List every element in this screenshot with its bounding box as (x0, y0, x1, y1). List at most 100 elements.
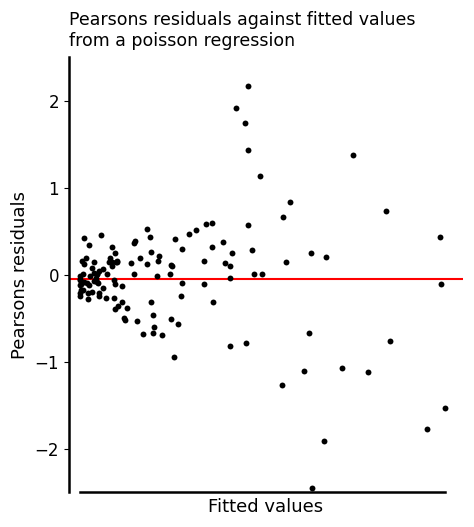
Point (143, 260, 151, 268)
Point (114, 302, 122, 310)
Point (241, 119, 249, 128)
Point (120, 314, 128, 323)
Point (88, 264, 96, 272)
Point (210, 298, 217, 307)
Point (84, 295, 92, 303)
Point (170, 353, 177, 361)
Point (118, 297, 126, 306)
Point (80, 259, 88, 268)
Point (81, 277, 88, 286)
Point (94, 270, 101, 278)
Point (76, 289, 83, 297)
Point (76, 272, 83, 280)
Point (81, 233, 88, 242)
Point (76, 275, 83, 283)
Point (320, 436, 328, 445)
Point (150, 323, 157, 331)
Point (95, 267, 103, 275)
Point (437, 232, 444, 241)
Point (349, 151, 356, 159)
Point (110, 276, 118, 284)
Point (226, 274, 234, 282)
Point (258, 269, 266, 278)
Point (242, 338, 250, 347)
Point (108, 258, 116, 266)
Point (178, 279, 186, 287)
Point (244, 82, 252, 91)
Point (250, 269, 257, 278)
Point (245, 145, 252, 154)
Point (174, 319, 182, 328)
Point (221, 259, 229, 268)
Point (209, 243, 216, 251)
Point (76, 281, 83, 289)
Point (86, 272, 93, 280)
Point (167, 260, 175, 269)
Point (154, 257, 162, 266)
Point (77, 279, 85, 288)
Point (209, 219, 216, 228)
Point (227, 342, 234, 350)
Point (139, 330, 146, 339)
Point (192, 226, 200, 234)
Point (226, 262, 234, 270)
Point (124, 304, 131, 313)
Point (79, 270, 87, 278)
Point (185, 230, 193, 238)
Point (113, 258, 121, 267)
Point (112, 248, 119, 257)
Point (136, 254, 143, 262)
Point (85, 240, 93, 249)
Y-axis label: Pearsons residuals: Pearsons residuals (11, 191, 29, 359)
Point (111, 305, 119, 313)
Point (300, 366, 307, 375)
Point (93, 270, 101, 278)
Point (108, 262, 116, 270)
Point (438, 279, 445, 288)
Point (178, 245, 185, 253)
Point (86, 280, 93, 289)
Point (94, 279, 101, 287)
Point (146, 233, 154, 241)
Point (90, 269, 98, 277)
Point (158, 331, 166, 339)
Point (424, 425, 431, 433)
Point (219, 238, 227, 246)
Point (248, 246, 256, 254)
Point (201, 280, 208, 288)
Point (130, 239, 138, 248)
Point (109, 242, 116, 251)
Point (256, 172, 264, 180)
Point (147, 298, 155, 306)
Point (105, 258, 113, 266)
Point (167, 314, 175, 323)
Point (118, 282, 126, 290)
Point (144, 225, 151, 233)
Point (365, 368, 372, 376)
Point (77, 286, 85, 294)
Point (200, 257, 208, 266)
Point (82, 254, 90, 262)
Point (155, 252, 163, 260)
Point (112, 258, 120, 266)
Point (338, 364, 346, 373)
Point (153, 271, 161, 280)
Point (282, 257, 290, 266)
Point (386, 336, 393, 345)
Point (110, 294, 118, 302)
Point (233, 103, 240, 112)
Point (286, 198, 294, 206)
Point (79, 257, 86, 265)
Point (308, 484, 316, 492)
Point (228, 248, 236, 257)
Point (278, 380, 285, 389)
Point (111, 280, 118, 289)
Point (93, 278, 101, 286)
Point (245, 220, 252, 229)
Point (131, 237, 139, 246)
Point (79, 286, 87, 294)
Point (149, 311, 157, 320)
Point (83, 279, 91, 287)
Point (103, 269, 111, 278)
Point (91, 258, 98, 266)
